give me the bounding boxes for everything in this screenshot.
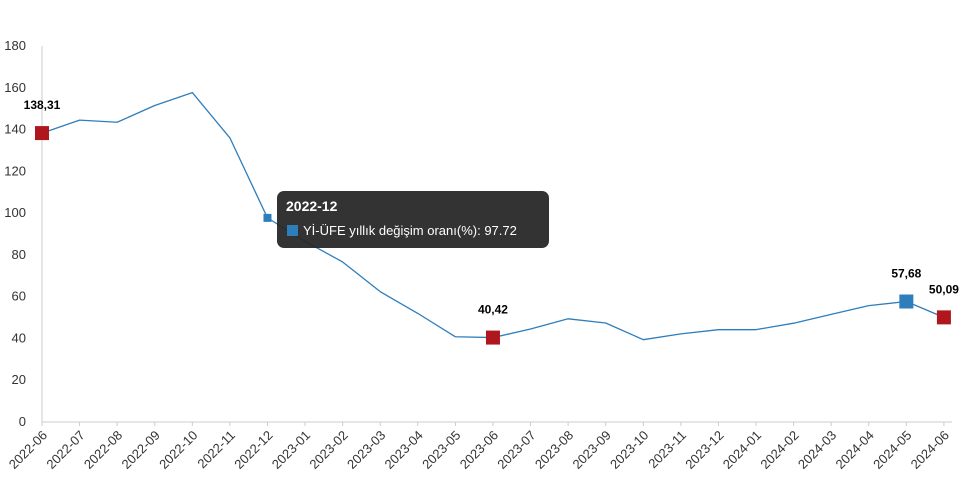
y-tick-label: 0	[19, 414, 26, 429]
data-point[interactable]	[412, 307, 424, 319]
x-tick-label: 2023-02	[306, 428, 350, 472]
x-tick-label: 2022-06	[6, 428, 50, 472]
data-point[interactable]	[863, 300, 875, 312]
y-tick-label: 140	[4, 122, 26, 137]
data-label: 138,31	[24, 98, 61, 112]
x-tick-label: 2023-08	[532, 428, 576, 472]
y-tick-label: 120	[4, 163, 26, 178]
tooltip-series-swatch	[287, 225, 298, 236]
x-tick-label: 2023-03	[344, 428, 388, 472]
data-label: 57,68	[891, 267, 921, 281]
x-tick-label: 2022-08	[81, 428, 125, 472]
x-tick-label: 2023-07	[494, 428, 538, 472]
tooltip-box	[277, 191, 549, 248]
data-point[interactable]	[449, 331, 461, 343]
x-tick-label: 2022-11	[194, 428, 238, 472]
y-tick-label: 80	[12, 247, 26, 262]
data-point[interactable]	[562, 313, 574, 325]
hover-point-marker	[263, 213, 272, 222]
y-tick-label: 180	[4, 38, 26, 53]
data-label: 40,42	[478, 303, 508, 317]
data-point[interactable]	[111, 116, 123, 128]
data-point[interactable]	[675, 328, 687, 340]
y-tick-label: 100	[4, 205, 26, 220]
x-tick-label: 2022-07	[43, 428, 87, 472]
x-tick-label: 2023-04	[382, 428, 426, 472]
x-tick-label: 2024-03	[795, 428, 839, 472]
data-point[interactable]	[788, 317, 800, 329]
y-tick-label: 60	[12, 289, 26, 304]
x-tick-label: 2024-06	[908, 428, 952, 472]
x-tick-label: 2023-05	[419, 428, 463, 472]
x-tick-label: 2024-04	[833, 428, 877, 472]
x-tick-label: 2023-10	[607, 428, 651, 472]
data-point[interactable]	[186, 87, 198, 99]
x-tick-label: 2023-01	[269, 428, 313, 472]
x-tick-label: 2023-11	[645, 428, 689, 472]
x-tick-label: 2023-12	[682, 428, 726, 472]
data-label: 50,09	[929, 282, 959, 296]
x-tick-label: 2024-02	[757, 428, 801, 472]
x-tick-label: 2022-09	[119, 428, 163, 472]
highlight-marker[interactable]	[485, 330, 500, 345]
data-point[interactable]	[825, 308, 837, 320]
data-point[interactable]	[750, 324, 762, 336]
data-point[interactable]	[525, 323, 537, 335]
data-point[interactable]	[374, 286, 386, 298]
data-point[interactable]	[224, 132, 236, 144]
highlight-marker[interactable]	[899, 294, 914, 309]
highlight-marker[interactable]	[936, 310, 951, 325]
x-tick-label: 2024-01	[720, 428, 764, 472]
x-tick-label: 2022-12	[231, 428, 275, 472]
x-tick-label: 2022-10	[156, 428, 200, 472]
tooltip-text: Yİ-ÜFE yıllık değişim oranı(%): 97.72	[303, 223, 517, 238]
highlight-marker[interactable]	[35, 126, 49, 141]
x-tick-label: 2023-09	[569, 428, 613, 472]
data-point[interactable]	[637, 334, 649, 346]
x-tick-label: 2023-06	[457, 428, 501, 472]
y-tick-label: 20	[12, 372, 26, 387]
y-tick-label: 40	[12, 330, 26, 345]
data-point[interactable]	[600, 317, 612, 329]
tooltip-title: 2022-12	[286, 198, 338, 214]
data-point[interactable]	[712, 324, 724, 336]
data-point[interactable]	[149, 100, 161, 112]
x-tick-label: 2024-05	[870, 428, 914, 472]
data-point[interactable]	[74, 114, 86, 126]
data-point[interactable]	[337, 256, 349, 268]
y-tick-label: 160	[4, 80, 26, 95]
